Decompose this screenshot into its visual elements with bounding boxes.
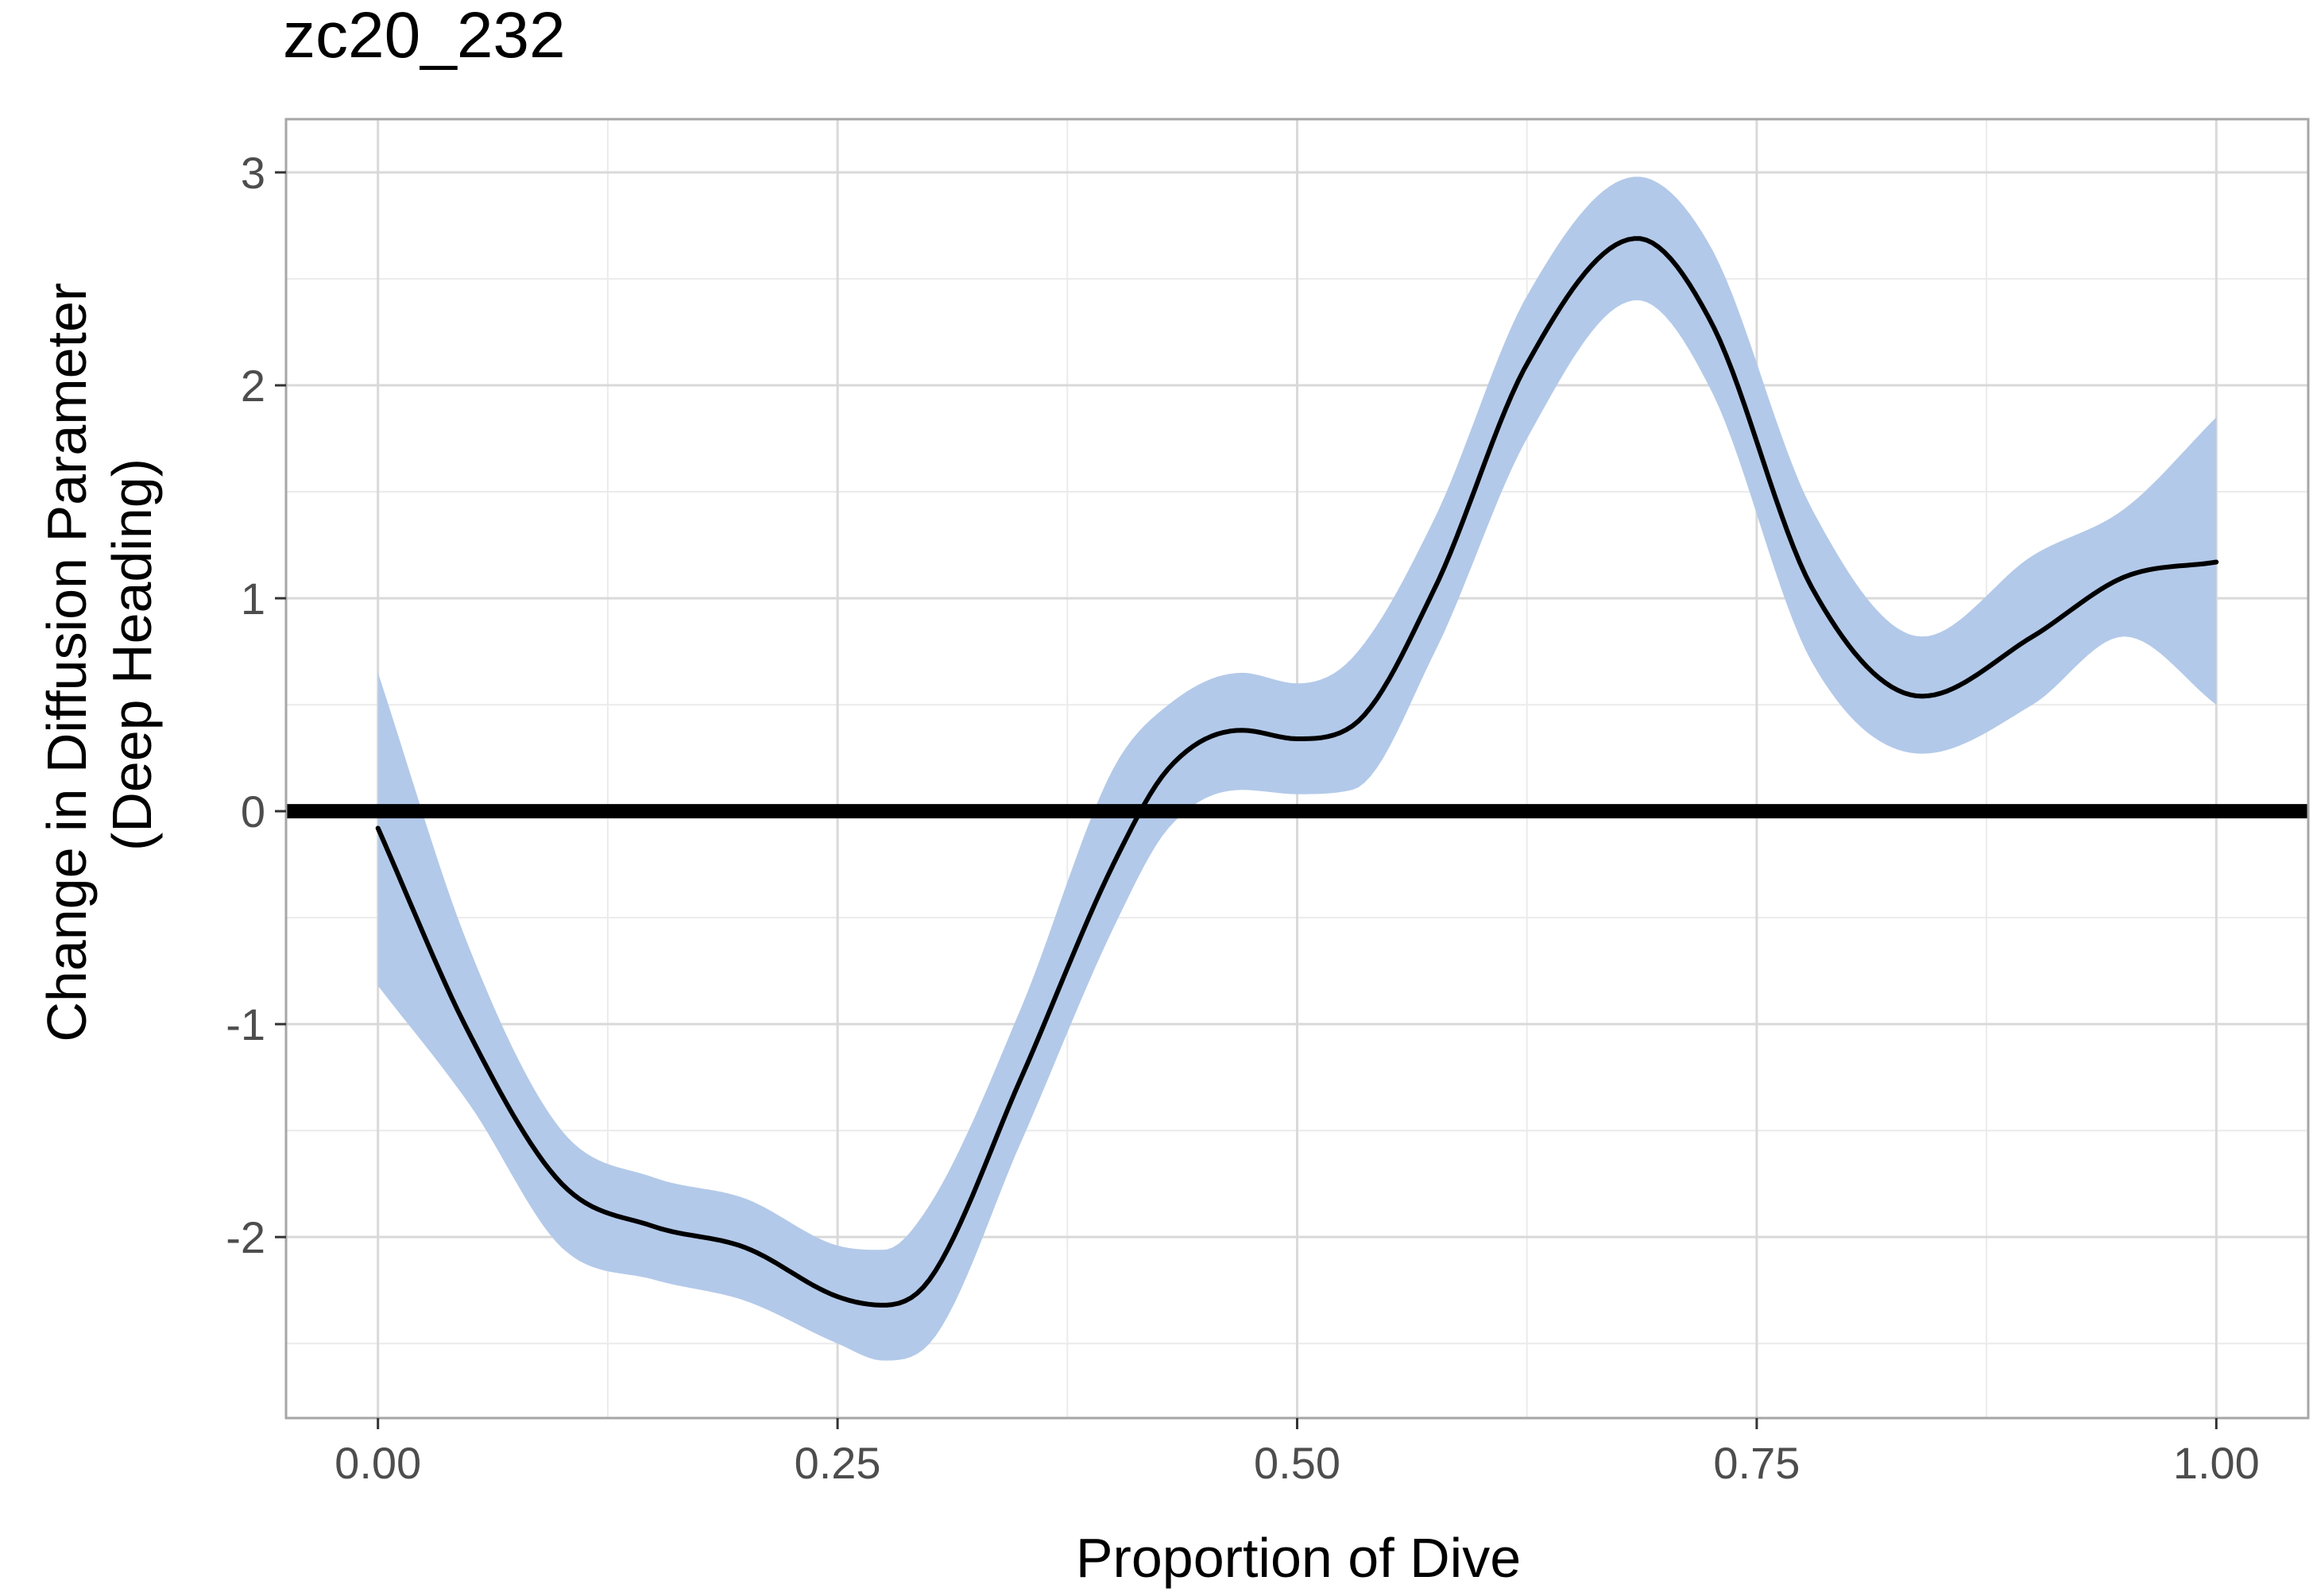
confidence-band-layer [377,176,2217,1361]
x-tick-label: 0.75 [1713,1438,1800,1488]
fitted-line [375,236,2219,1308]
x-tick-label: 1.00 [2173,1438,2260,1488]
y-tick-label: -1 [226,999,265,1049]
axis-ticks: 0.00 0.25 0.50 0.75 1.00 -2 -1 0 1 2 3 [226,148,2260,1488]
chart-title: zc20_232 [283,0,566,71]
x-tick-label: 0.25 [795,1438,881,1488]
y-axis-title-line-1: Change in Diffusion Parameter [36,283,98,1042]
y-tick-label: 1 [241,574,265,624]
y-axis-title-line-2: (Deep Heading) [101,458,163,851]
x-axis-title: Proportion of Dive [1076,1527,1521,1589]
y-tick-label: 0 [241,786,265,837]
x-tick-label: 0.00 [335,1438,421,1488]
y-axis-title: Change in Diffusion Parameter (Deep Head… [36,267,163,1041]
smooth-line-layer [375,236,2219,1308]
x-tick-label: 0.50 [1254,1438,1340,1488]
y-tick-label: 2 [241,361,265,411]
y-tick-label: -2 [226,1212,265,1262]
y-tick-label: 3 [241,148,265,198]
confidence-band [377,176,2217,1361]
